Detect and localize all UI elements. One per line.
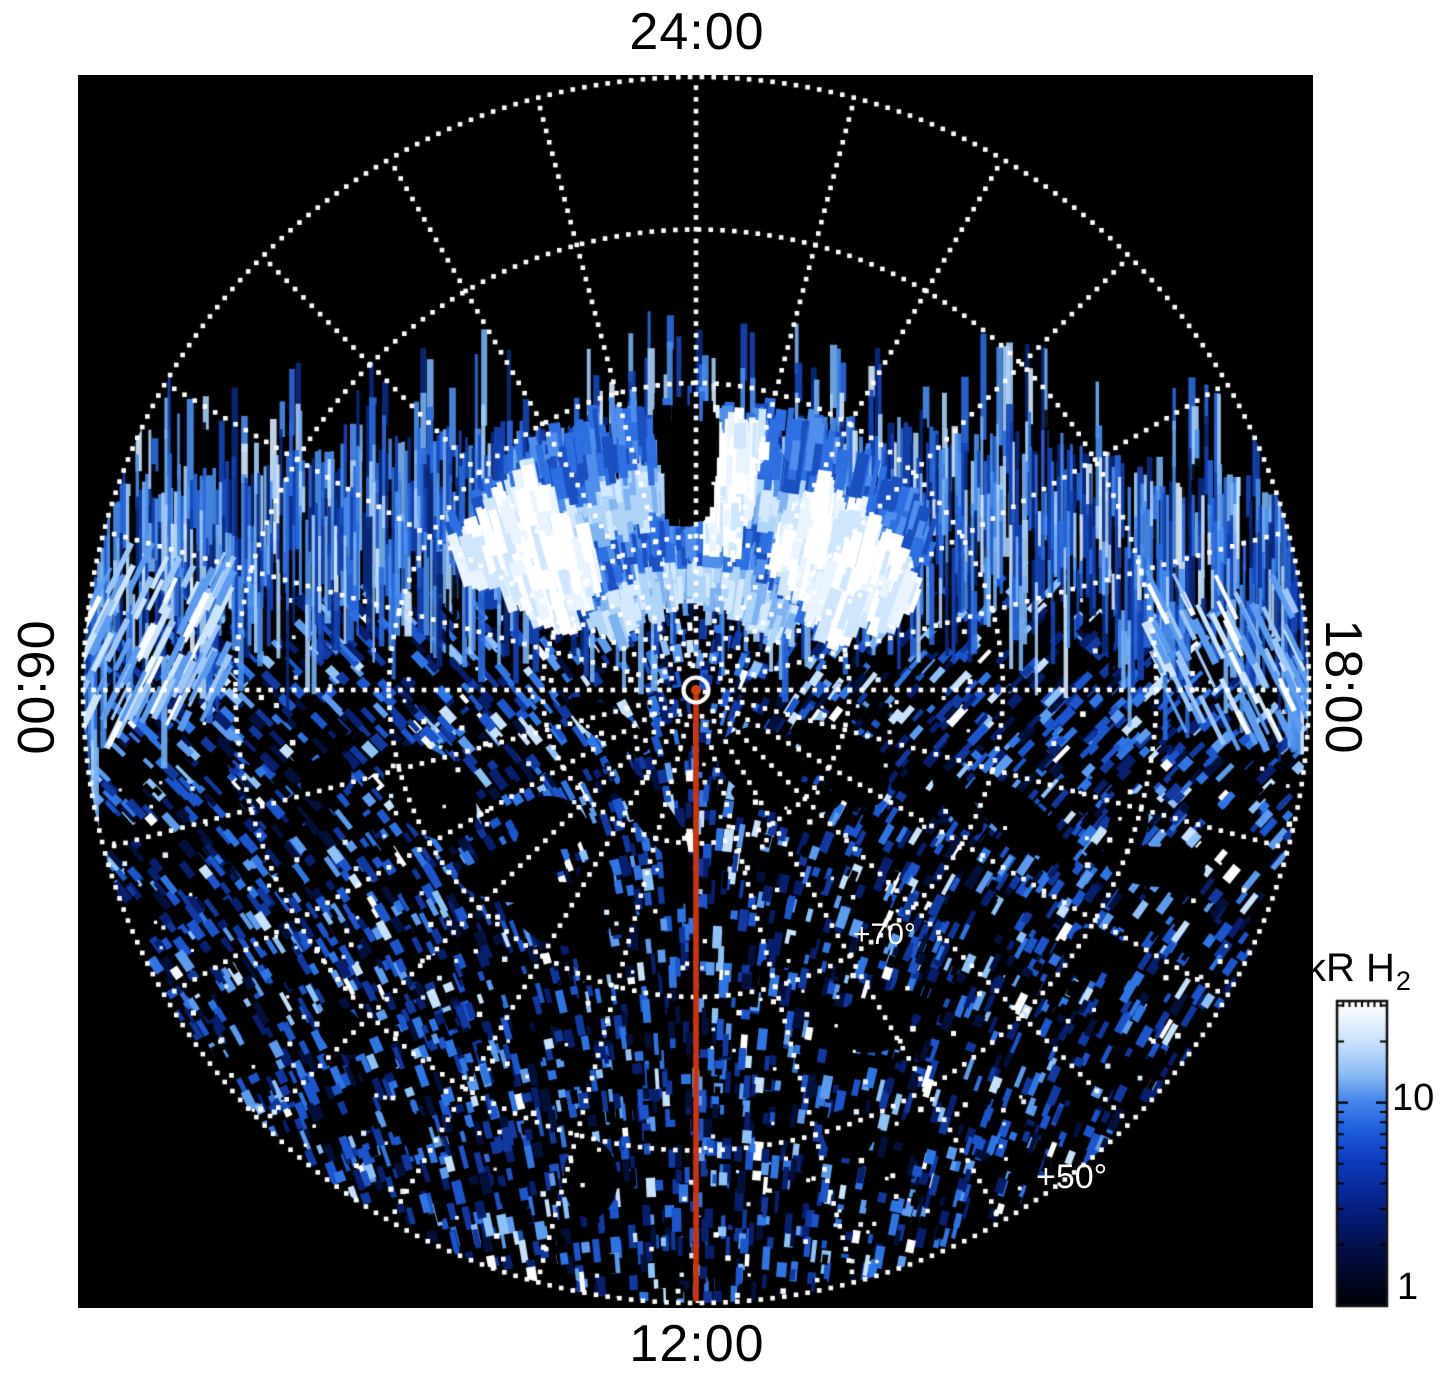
colorbar-title: kR H2 bbox=[1306, 946, 1411, 996]
polar-plot-area: +70° +50° bbox=[78, 75, 1313, 1308]
colorbar-title-main: kR H bbox=[1306, 946, 1395, 990]
mlt-label-2400: 24:00 bbox=[629, 3, 765, 61]
mlt-label-1800: 18:00 bbox=[1314, 619, 1372, 755]
latitude-label-70: +70° bbox=[853, 918, 916, 951]
colorbar bbox=[1322, 993, 1432, 1323]
mlt-label-1200: 12:00 bbox=[629, 1315, 765, 1373]
colorbar-title-sub: 2 bbox=[1395, 966, 1411, 996]
mlt-label-0600: 06:00 bbox=[6, 620, 64, 756]
colorbar-canvas bbox=[1322, 993, 1432, 1323]
colorbar-tick-10: 10 bbox=[1392, 1077, 1435, 1119]
colorbar-tick-1: 1 bbox=[1397, 1266, 1419, 1308]
polar-disk-canvas bbox=[78, 75, 1313, 1308]
latitude-label-50: +50° bbox=[1036, 1158, 1108, 1196]
